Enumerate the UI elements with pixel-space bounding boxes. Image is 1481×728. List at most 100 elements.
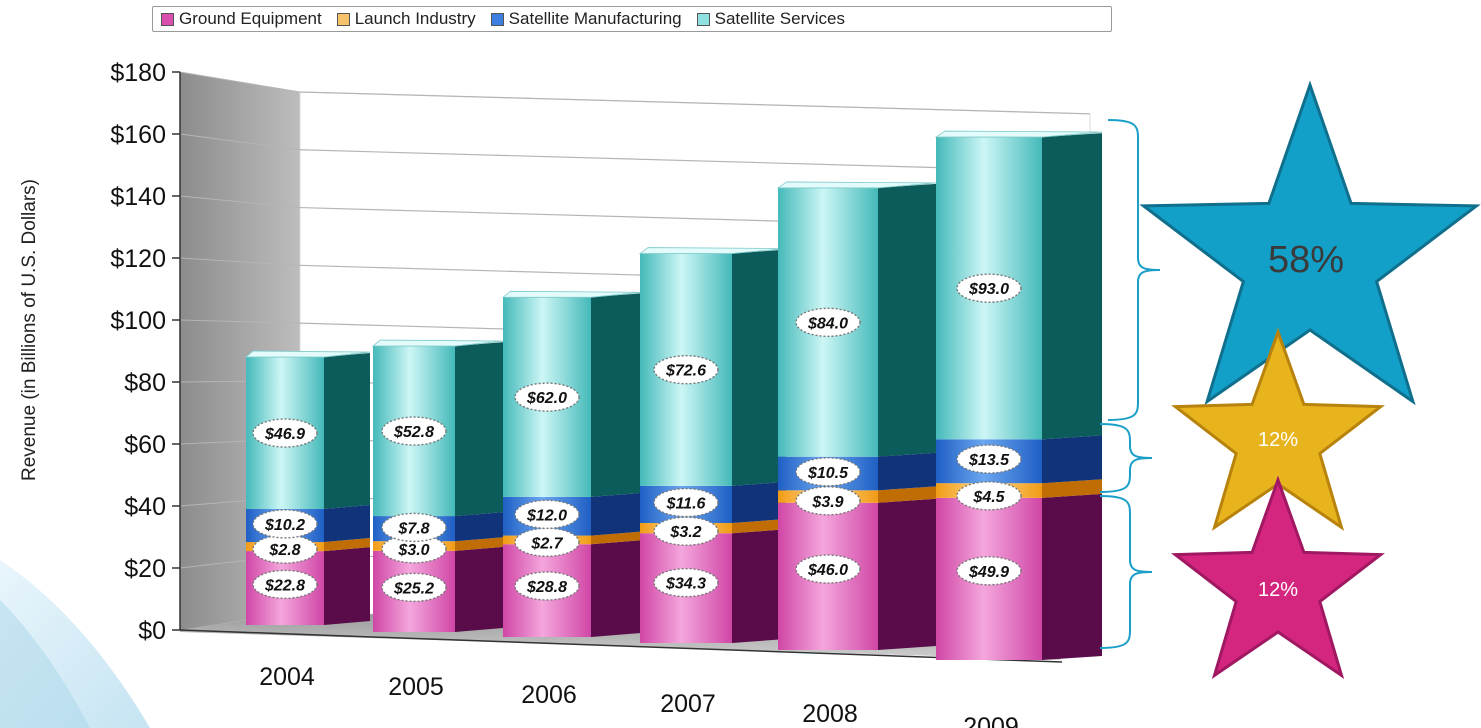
gridline [299, 91, 1091, 115]
brace-ground-equipment [1099, 495, 1153, 649]
data-label: $25.2 [393, 580, 434, 597]
data-label: $3.0 [397, 542, 429, 559]
data-label: $12.0 [526, 507, 567, 524]
x-tick-label: 2009 [963, 713, 1019, 728]
bar-segment-side [591, 531, 641, 545]
bar-top-cap [244, 350, 371, 358]
data-label: $34.3 [665, 576, 706, 593]
data-label-bubble [381, 416, 447, 446]
data-label: $22.8 [264, 577, 305, 594]
data-label: $46.9 [264, 426, 305, 443]
legend-swatch [161, 12, 174, 26]
data-label: $93.0 [968, 281, 1009, 298]
bar-segment-side [591, 492, 641, 536]
gridline-side [179, 133, 301, 151]
data-label: $62.0 [526, 390, 567, 407]
y-tick-label: $20 [124, 555, 166, 583]
data-label-bubble [795, 486, 861, 516]
data-label: $10.2 [264, 517, 305, 534]
bar-segment-side [324, 538, 370, 552]
bar-segment-side [732, 529, 786, 643]
data-label: $4.5 [972, 489, 1005, 506]
bar-segment-side [455, 512, 503, 542]
legend-label: Ground Equipment [179, 9, 322, 28]
x-tick-label: 2006 [521, 681, 577, 709]
legend-swatch [696, 12, 710, 26]
legend-item-satellite-manufacturing: Satellite Manufacturing [490, 9, 682, 29]
y-tick-label: $40 [124, 493, 166, 521]
data-label-bubble [252, 418, 318, 448]
data-label-bubble [653, 487, 719, 518]
x-tick-label: 2008 [802, 700, 858, 728]
gridline-side [179, 71, 301, 93]
data-label: $3.9 [811, 494, 843, 511]
data-label: $49.9 [968, 564, 1009, 581]
data-label-bubble [381, 512, 447, 543]
y-tick-label: $160 [110, 121, 166, 149]
y-tick-label: $120 [110, 245, 166, 273]
legend-label: Satellite Services [714, 9, 845, 28]
gridline-side [179, 319, 301, 324]
x-tick-label: 2005 [388, 673, 444, 701]
y-tick-label: $180 [110, 59, 166, 87]
data-label-bubble [653, 567, 719, 598]
legend-label: Launch Industry [354, 9, 476, 28]
data-label: $3.2 [669, 524, 701, 541]
y-tick-label: $140 [110, 183, 166, 211]
bar-top-cap [934, 130, 1103, 138]
data-label: $2.8 [268, 542, 300, 559]
data-label-bubble [956, 273, 1022, 303]
data-label-bubble [252, 569, 318, 600]
data-label-bubble [956, 481, 1022, 511]
data-label: $13.5 [968, 452, 1010, 469]
data-label: $46.0 [807, 562, 848, 579]
legend-item-satellite-services: Satellite Services [696, 9, 845, 29]
data-label-bubble [514, 499, 580, 530]
brace-satellite-manufacturing [1099, 423, 1153, 493]
star-annotation-12-magenta [1171, 475, 1385, 680]
bar-segment-side [878, 486, 936, 503]
bar-segment-side [1042, 133, 1102, 440]
x-tick-label: 2007 [660, 690, 716, 718]
annotation-12-magenta-text: 12% [1258, 579, 1298, 601]
bar-segment-side [732, 481, 786, 523]
legend-item-launch-industry: Launch Industry [336, 9, 476, 29]
data-label: $7.8 [397, 520, 429, 537]
bar-segment-side [878, 452, 936, 491]
bar-segment-side [455, 342, 503, 517]
data-label-bubble [795, 457, 861, 487]
y-tick-label: $60 [124, 431, 166, 459]
data-label-bubble [956, 444, 1022, 474]
data-label: $10.5 [807, 465, 849, 482]
y-tick-label: $0 [138, 617, 166, 645]
bar-segment-side [1042, 435, 1102, 484]
bar-segment-side [455, 546, 503, 632]
legend-label: Satellite Manufacturing [508, 9, 682, 28]
data-label-bubble [514, 571, 580, 601]
bar-segment-side [324, 505, 370, 543]
star-annotation-58 [1139, 80, 1481, 406]
annotation-58-text: 58% [1268, 239, 1344, 281]
data-label: $2.7 [530, 535, 563, 552]
x-axis-line [179, 629, 1063, 663]
data-label-bubble [381, 572, 447, 603]
data-label-bubble [795, 307, 861, 338]
gridline-side [179, 195, 301, 209]
data-label-bubble [514, 382, 580, 412]
data-label: $28.8 [526, 579, 567, 596]
data-label: $11.6 [666, 496, 706, 513]
bar-segment-side [324, 353, 370, 510]
brace-satellite-services [1107, 119, 1161, 421]
data-label-bubble [795, 554, 861, 584]
data-label: $52.8 [393, 424, 434, 441]
bar-segment-side [732, 519, 786, 534]
bar-segment-side [591, 293, 641, 497]
data-label: $72.6 [665, 363, 706, 380]
bar-segment-side [455, 537, 503, 551]
data-label-bubble [956, 556, 1022, 586]
bar-segment-side [591, 540, 641, 637]
legend-swatch [336, 12, 350, 26]
chart-legend: Ground Equipment Launch Industry Satelli… [152, 6, 1112, 32]
